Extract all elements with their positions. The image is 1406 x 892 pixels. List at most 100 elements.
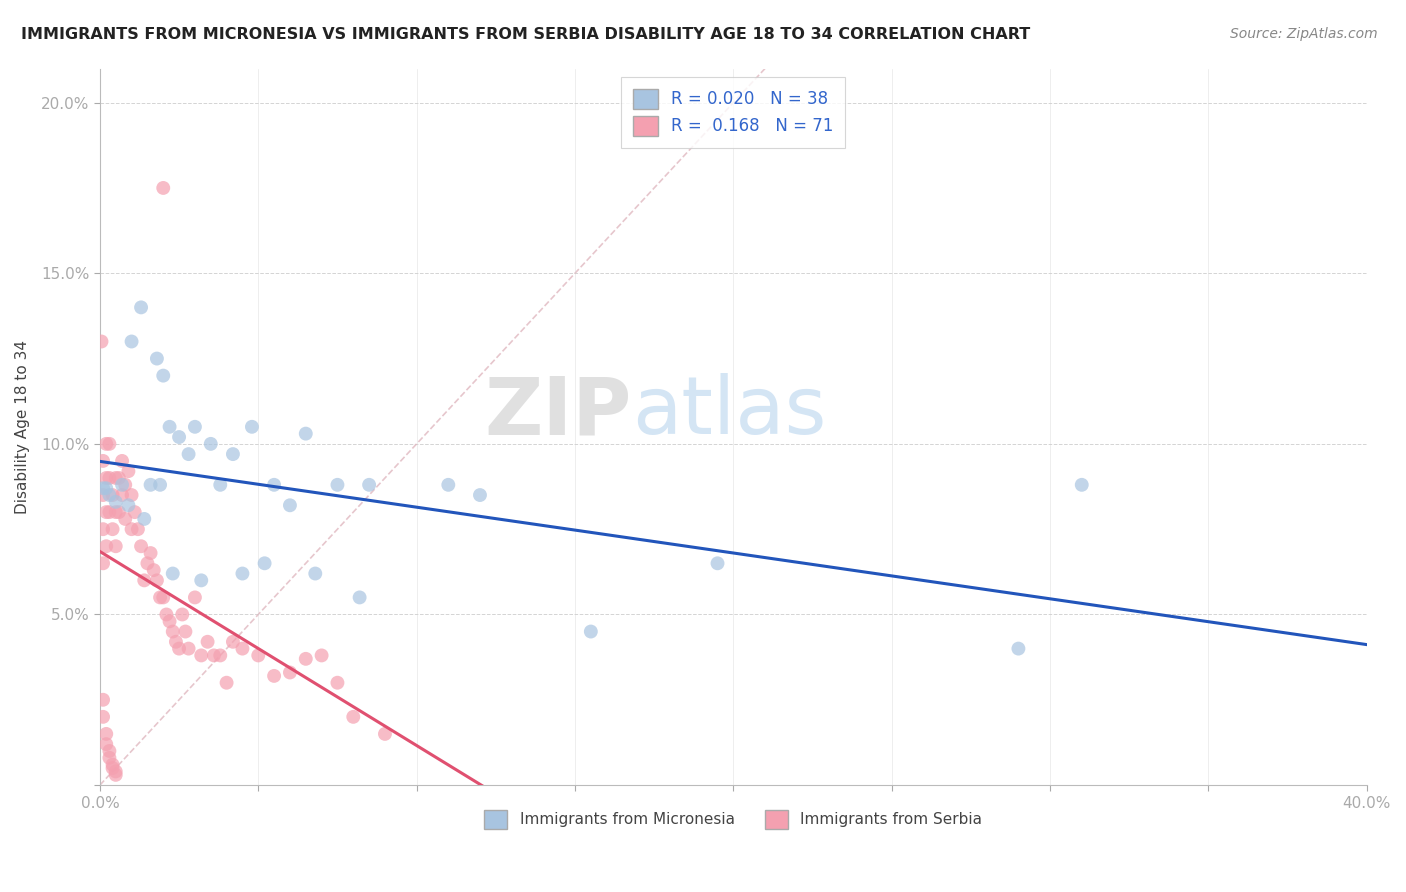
Point <box>342 710 364 724</box>
Point <box>149 478 172 492</box>
Point <box>184 591 207 605</box>
Point <box>326 478 349 492</box>
Point <box>1070 478 1092 492</box>
Point <box>104 539 127 553</box>
Point <box>146 574 169 588</box>
Point <box>104 495 127 509</box>
Point <box>91 488 114 502</box>
Point <box>121 334 143 349</box>
Y-axis label: Disability Age 18 to 34: Disability Age 18 to 34 <box>15 340 30 514</box>
Point <box>294 426 316 441</box>
Point <box>96 505 118 519</box>
Point <box>91 693 114 707</box>
Point <box>437 478 460 492</box>
Text: ZIP: ZIP <box>485 374 633 451</box>
Point <box>90 334 112 349</box>
Point <box>190 574 212 588</box>
Point <box>134 574 156 588</box>
Point <box>98 437 121 451</box>
Point <box>253 556 276 570</box>
Point <box>129 301 152 315</box>
Point <box>108 471 131 485</box>
Point <box>101 761 124 775</box>
Point <box>579 624 602 639</box>
Point <box>98 505 121 519</box>
Point <box>124 505 146 519</box>
Point <box>184 419 207 434</box>
Point <box>159 615 181 629</box>
Point <box>111 478 134 492</box>
Point <box>326 675 349 690</box>
Point <box>96 471 118 485</box>
Point <box>111 454 134 468</box>
Point <box>222 634 245 648</box>
Point <box>202 648 225 663</box>
Point <box>96 727 118 741</box>
Point <box>263 478 285 492</box>
Point <box>136 556 159 570</box>
Point <box>247 648 270 663</box>
Point <box>174 624 197 639</box>
Point <box>162 566 184 581</box>
Point <box>104 764 127 779</box>
Point <box>114 478 136 492</box>
Point <box>155 607 177 622</box>
Point <box>114 512 136 526</box>
Point <box>117 498 139 512</box>
Point <box>240 419 263 434</box>
Text: atlas: atlas <box>633 374 827 451</box>
Point <box>1007 641 1029 656</box>
Point <box>468 488 491 502</box>
Point <box>104 471 127 485</box>
Point <box>117 464 139 478</box>
Point <box>91 481 114 495</box>
Text: IMMIGRANTS FROM MICRONESIA VS IMMIGRANTS FROM SERBIA DISABILITY AGE 18 TO 34 COR: IMMIGRANTS FROM MICRONESIA VS IMMIGRANTS… <box>21 27 1031 42</box>
Point <box>706 556 728 570</box>
Point <box>162 624 184 639</box>
Point <box>197 634 219 648</box>
Point <box>231 641 253 656</box>
Point <box>139 546 162 560</box>
Point <box>172 607 194 622</box>
Point <box>104 505 127 519</box>
Point <box>374 727 396 741</box>
Point <box>263 669 285 683</box>
Point <box>349 591 371 605</box>
Point <box>98 744 121 758</box>
Point <box>101 522 124 536</box>
Point <box>222 447 245 461</box>
Point <box>142 563 165 577</box>
Point <box>177 447 200 461</box>
Point <box>91 522 114 536</box>
Text: Source: ZipAtlas.com: Source: ZipAtlas.com <box>1230 27 1378 41</box>
Point <box>177 641 200 656</box>
Point <box>134 512 156 526</box>
Point <box>167 641 190 656</box>
Point <box>200 437 222 451</box>
Point <box>96 437 118 451</box>
Point <box>98 751 121 765</box>
Point <box>96 539 118 553</box>
Point <box>190 648 212 663</box>
Point <box>278 498 301 512</box>
Point <box>165 634 187 648</box>
Point <box>209 648 232 663</box>
Point <box>209 478 232 492</box>
Point <box>215 675 238 690</box>
Point <box>149 591 172 605</box>
Point <box>104 768 127 782</box>
Point <box>101 757 124 772</box>
Point <box>167 430 190 444</box>
Point <box>146 351 169 366</box>
Point <box>311 648 333 663</box>
Point <box>91 454 114 468</box>
Point <box>127 522 149 536</box>
Point <box>121 488 143 502</box>
Point <box>304 566 326 581</box>
Point <box>96 737 118 751</box>
Point <box>139 478 162 492</box>
Point <box>91 556 114 570</box>
Legend: Immigrants from Micronesia, Immigrants from Serbia: Immigrants from Micronesia, Immigrants f… <box>478 804 988 835</box>
Point <box>98 471 121 485</box>
Point <box>159 419 181 434</box>
